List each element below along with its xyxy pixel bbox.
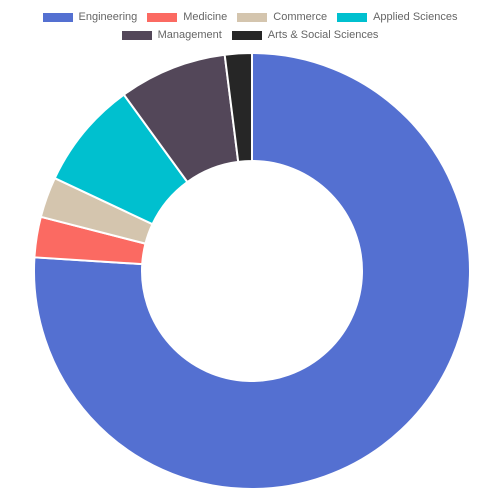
legend-row-2: Management Arts & Social Sciences	[0, 28, 500, 42]
legend-swatch-applied-sciences	[337, 12, 368, 22]
legend-label-management: Management	[157, 29, 222, 41]
legend-swatch-engineering	[42, 12, 73, 22]
legend-swatch-commerce	[237, 12, 268, 22]
legend-item-management[interactable]: Management	[121, 28, 222, 42]
legend-label-applied-sciences: Applied Sciences	[373, 11, 458, 23]
chart-legend: Engineering Medicine Commerce Applied Sc…	[0, 10, 500, 42]
legend-label-commerce: Commerce	[273, 11, 328, 23]
legend-item-arts-social-sciences[interactable]: Arts & Social Sciences	[231, 28, 379, 42]
legend-swatch-medicine	[147, 12, 178, 22]
legend-swatch-management	[121, 30, 152, 40]
legend-label-arts-social-sciences: Arts & Social Sciences	[267, 29, 379, 41]
legend-item-commerce[interactable]: Commerce	[237, 10, 327, 24]
legend-item-applied-sciences[interactable]: Applied Sciences	[337, 10, 457, 24]
slice-arts-social-sciences[interactable]	[223, 51, 253, 163]
legend-label-engineering: Engineering	[78, 11, 138, 23]
legend-item-medicine[interactable]: Medicine	[147, 10, 227, 24]
legend-label-medicine: Medicine	[183, 11, 228, 23]
slice-engineering[interactable]	[33, 51, 471, 490]
legend-row-1: Engineering Medicine Commerce Applied Sc…	[0, 10, 500, 24]
legend-swatch-arts-social-sciences	[231, 30, 262, 40]
legend-item-engineering[interactable]: Engineering	[42, 10, 138, 24]
